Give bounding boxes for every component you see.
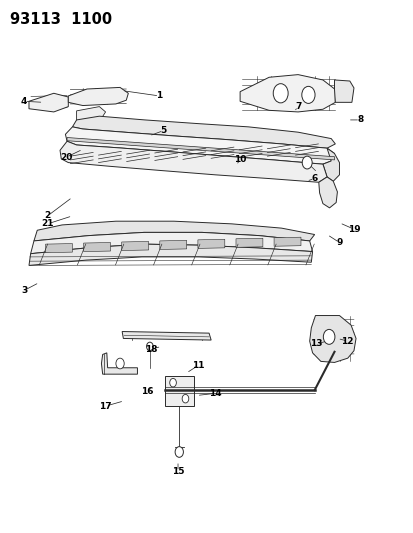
Polygon shape	[67, 138, 334, 160]
Polygon shape	[29, 244, 312, 265]
Polygon shape	[240, 75, 335, 112]
Circle shape	[116, 358, 124, 369]
Circle shape	[301, 156, 311, 169]
Text: 2: 2	[44, 212, 51, 220]
Polygon shape	[121, 241, 148, 251]
Polygon shape	[31, 232, 312, 254]
Polygon shape	[83, 243, 110, 252]
Polygon shape	[122, 332, 211, 340]
Polygon shape	[68, 87, 128, 106]
Text: 6: 6	[311, 174, 317, 183]
Circle shape	[323, 329, 334, 344]
Text: 7: 7	[294, 102, 301, 111]
Circle shape	[301, 86, 314, 103]
Text: 5: 5	[160, 126, 166, 135]
Polygon shape	[72, 116, 335, 148]
Circle shape	[146, 342, 153, 351]
Text: 17: 17	[99, 402, 112, 410]
Polygon shape	[29, 93, 68, 112]
Polygon shape	[322, 148, 339, 181]
Text: 1: 1	[156, 92, 162, 100]
Text: 4: 4	[21, 97, 27, 106]
Text: 8: 8	[356, 116, 363, 124]
Polygon shape	[334, 80, 353, 102]
Text: 21: 21	[41, 220, 54, 228]
Polygon shape	[45, 244, 72, 253]
Polygon shape	[309, 316, 355, 362]
Text: 9: 9	[335, 238, 342, 247]
Circle shape	[169, 378, 176, 387]
Text: 14: 14	[209, 389, 221, 398]
Polygon shape	[197, 239, 224, 248]
Polygon shape	[273, 237, 300, 246]
Polygon shape	[318, 177, 337, 208]
Polygon shape	[164, 376, 193, 406]
Text: 16: 16	[140, 387, 153, 396]
Circle shape	[273, 84, 287, 103]
Text: 10: 10	[233, 156, 246, 164]
Polygon shape	[159, 240, 186, 249]
Polygon shape	[65, 127, 334, 164]
Text: 13: 13	[310, 340, 322, 348]
Text: 15: 15	[171, 467, 184, 476]
Polygon shape	[101, 353, 137, 374]
Text: 12: 12	[341, 337, 353, 345]
Text: 19: 19	[347, 225, 359, 233]
Text: 11: 11	[192, 361, 204, 369]
Circle shape	[175, 447, 183, 457]
Text: 3: 3	[21, 286, 27, 295]
Text: 18: 18	[145, 345, 157, 353]
Polygon shape	[235, 238, 262, 247]
Polygon shape	[60, 141, 326, 182]
Polygon shape	[76, 107, 105, 123]
Text: 93113  1100: 93113 1100	[10, 12, 112, 27]
Polygon shape	[34, 221, 314, 241]
Circle shape	[182, 394, 188, 403]
Text: 20: 20	[60, 153, 72, 161]
